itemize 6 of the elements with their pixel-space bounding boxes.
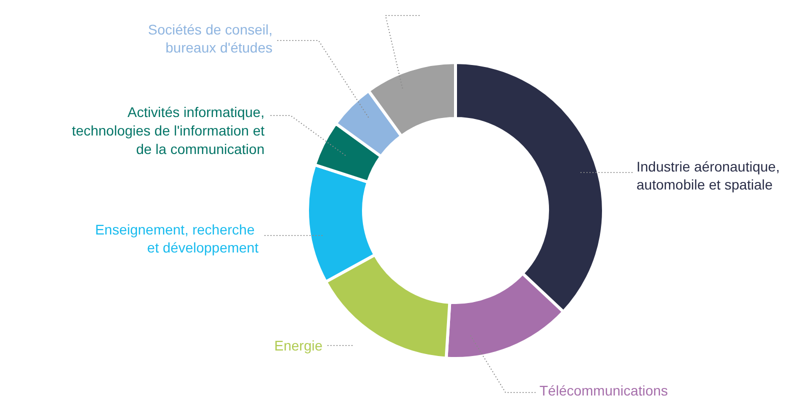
slice-label: Enseignement, recherche et développement [95,221,259,256]
slice-label: Sociétés de conseil, bureaux d'études [148,21,273,56]
slice-label: Activités informatique, technologies de l'information et de la communication [72,104,265,157]
slice-label: Industrie aéronautique, automobile et spatiale [636,158,780,193]
slice-label: Télécommunications [540,382,668,398]
slice-label: Energie [274,338,323,354]
